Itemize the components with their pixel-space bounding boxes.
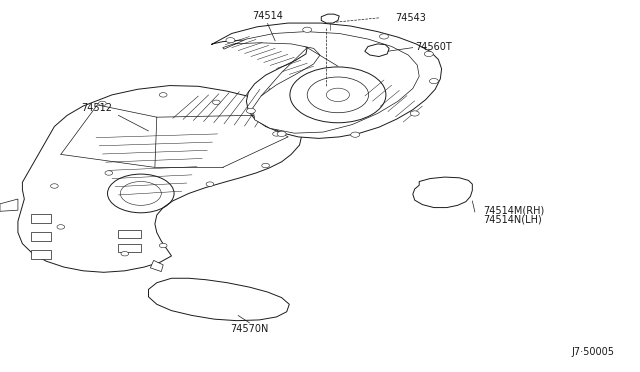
Circle shape bbox=[159, 93, 167, 97]
Circle shape bbox=[380, 34, 388, 39]
Text: 74543: 74543 bbox=[395, 13, 426, 23]
Circle shape bbox=[246, 108, 255, 113]
Circle shape bbox=[105, 171, 113, 175]
Circle shape bbox=[303, 27, 312, 32]
Polygon shape bbox=[31, 214, 51, 223]
Polygon shape bbox=[413, 177, 472, 208]
Circle shape bbox=[99, 101, 106, 106]
Polygon shape bbox=[365, 44, 389, 57]
Text: 74514M(RH): 74514M(RH) bbox=[483, 205, 545, 215]
Text: 74514N(LH): 74514N(LH) bbox=[483, 215, 542, 224]
Polygon shape bbox=[148, 278, 289, 321]
Circle shape bbox=[206, 182, 214, 186]
Polygon shape bbox=[31, 250, 51, 259]
Text: 74570N: 74570N bbox=[230, 324, 269, 334]
Circle shape bbox=[424, 51, 433, 57]
Polygon shape bbox=[223, 32, 419, 133]
Circle shape bbox=[429, 78, 438, 84]
Circle shape bbox=[226, 38, 235, 43]
Circle shape bbox=[410, 111, 419, 116]
Circle shape bbox=[273, 132, 280, 136]
Polygon shape bbox=[150, 260, 163, 272]
Polygon shape bbox=[211, 23, 442, 138]
Text: 74560T: 74560T bbox=[415, 42, 451, 51]
Circle shape bbox=[212, 100, 220, 105]
Text: J7·50005: J7·50005 bbox=[572, 347, 614, 357]
Circle shape bbox=[121, 251, 129, 256]
Circle shape bbox=[277, 131, 286, 137]
Circle shape bbox=[57, 225, 65, 229]
Polygon shape bbox=[18, 86, 302, 272]
Polygon shape bbox=[31, 232, 51, 241]
Polygon shape bbox=[118, 230, 141, 238]
Text: 74514: 74514 bbox=[252, 11, 283, 21]
Circle shape bbox=[262, 163, 269, 168]
Circle shape bbox=[51, 184, 58, 188]
Polygon shape bbox=[0, 199, 18, 211]
Polygon shape bbox=[321, 14, 339, 23]
Text: 74512: 74512 bbox=[81, 103, 112, 113]
Polygon shape bbox=[118, 244, 141, 252]
Polygon shape bbox=[422, 183, 460, 196]
Circle shape bbox=[159, 243, 167, 248]
Circle shape bbox=[351, 132, 360, 137]
Polygon shape bbox=[424, 193, 461, 205]
